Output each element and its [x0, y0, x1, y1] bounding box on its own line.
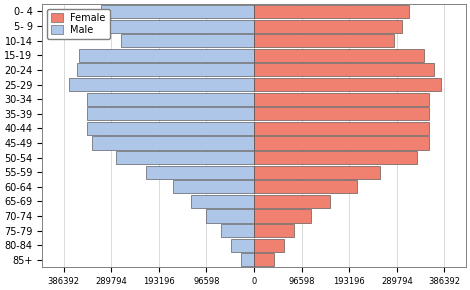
Bar: [173, 180, 254, 193]
Bar: [191, 195, 254, 208]
Bar: [254, 19, 402, 33]
Bar: [109, 19, 254, 33]
Bar: [116, 151, 254, 164]
Bar: [70, 78, 254, 91]
Bar: [254, 209, 311, 222]
Bar: [254, 63, 434, 77]
Bar: [254, 239, 283, 252]
Bar: [254, 166, 380, 179]
Bar: [254, 151, 416, 164]
Bar: [92, 136, 254, 150]
Bar: [254, 49, 424, 62]
Bar: [254, 93, 429, 106]
Bar: [221, 224, 254, 237]
Bar: [254, 78, 441, 91]
Bar: [146, 166, 254, 179]
Bar: [254, 253, 274, 267]
Bar: [79, 49, 254, 62]
Bar: [254, 224, 294, 237]
Bar: [86, 122, 254, 135]
Bar: [254, 5, 409, 18]
Bar: [254, 195, 330, 208]
Bar: [254, 122, 429, 135]
Bar: [241, 253, 254, 267]
Bar: [121, 34, 254, 47]
Bar: [254, 136, 429, 150]
Bar: [102, 5, 254, 18]
Bar: [254, 34, 394, 47]
Bar: [77, 63, 254, 77]
Bar: [206, 209, 254, 222]
Legend: Female, Male: Female, Male: [47, 9, 110, 39]
Bar: [231, 239, 254, 252]
Bar: [254, 107, 429, 120]
Bar: [86, 107, 254, 120]
Bar: [254, 180, 358, 193]
Bar: [86, 93, 254, 106]
